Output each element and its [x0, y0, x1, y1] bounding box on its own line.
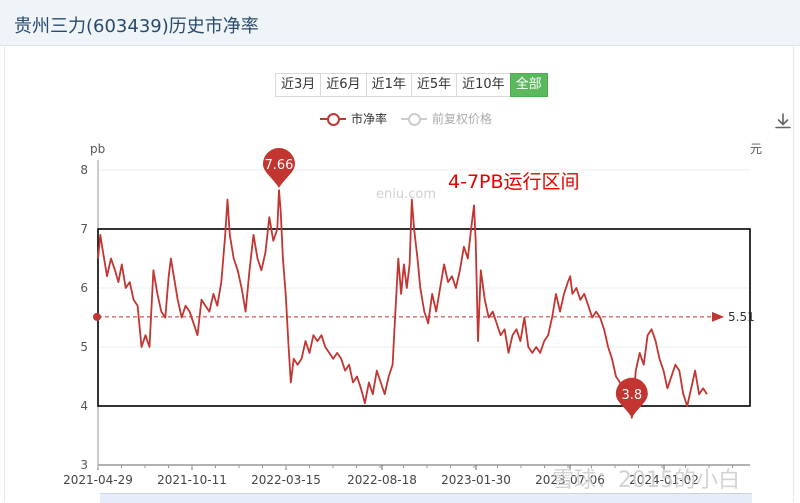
x-tick-label: 2022-08-18 [347, 473, 417, 487]
range-button-4[interactable]: 近10年 [456, 73, 511, 97]
markline-label: 5.51 [728, 310, 755, 324]
legend-item-0[interactable]: 市净率 [320, 110, 387, 127]
markpoint-label: 7.66 [264, 158, 293, 173]
legend-swatch-icon [401, 112, 428, 126]
markline-arrow-icon [712, 311, 724, 322]
datazoom-slider[interactable] [100, 493, 752, 503]
legend-label: 市净率 [351, 112, 388, 126]
markline-start-dot [93, 312, 101, 321]
x-tick-label: 2021-10-11 [157, 473, 227, 487]
page-title: 贵州三力(603439)历史市净率 [14, 16, 259, 37]
x-tick-label: 2023-07-06 [535, 473, 605, 487]
page-header: 贵州三力(603439)历史市净率 [0, 0, 800, 46]
y-axis-unit-left: pb [90, 142, 105, 156]
range-button-1[interactable]: 近6月 [320, 73, 367, 97]
y-axis-unit-right: 元 [750, 142, 762, 156]
legend-swatch-icon [320, 112, 346, 126]
x-tick-label: 2024-01-02 [629, 473, 699, 487]
range-button-5[interactable]: 全部 [509, 73, 548, 97]
x-tick-label: 2021-04-29 [63, 473, 133, 487]
watermark-site: eniu.com [376, 187, 436, 202]
range-selector: 近3月 近6月 近1年 近5年 近10年 全部 [275, 73, 548, 97]
x-tick-label: 2023-01-30 [441, 473, 511, 487]
y-tick-label: 6 [80, 281, 88, 295]
chart-panel [4, 46, 794, 502]
chart-legend: 市净率 前复权价格 [320, 110, 506, 127]
range-box [97, 228, 751, 407]
y-tick-label: 8 [80, 163, 88, 177]
range-annotation: 4-7PB运行区间 [448, 171, 580, 193]
range-button-0[interactable]: 近3月 [275, 73, 322, 97]
y-tick-label: 4 [80, 399, 88, 413]
download-icon[interactable] [774, 112, 792, 130]
watermark-bottom: 雪球：2015的小白 [552, 468, 740, 493]
markpoint-pin: 3.8 [615, 377, 648, 418]
y-tick-label: 3 [80, 458, 88, 472]
markpoint-pin: 7.66 [262, 148, 295, 189]
y-tick-label: 7 [80, 222, 88, 236]
range-button-2[interactable]: 近1年 [365, 73, 412, 97]
markpoint-label: 3.8 [621, 388, 642, 403]
range-button-3[interactable]: 近5年 [410, 73, 458, 97]
legend-label: 前复权价格 [432, 112, 493, 126]
markpoint-pin-icon [615, 377, 648, 418]
markpoint-pin-icon [262, 148, 295, 189]
pb-series-line [97, 189, 708, 419]
legend-item-1[interactable]: 前复权价格 [401, 110, 492, 127]
x-tick-label: 2022-03-15 [251, 473, 321, 487]
y-tick-label: 5 [80, 340, 88, 354]
